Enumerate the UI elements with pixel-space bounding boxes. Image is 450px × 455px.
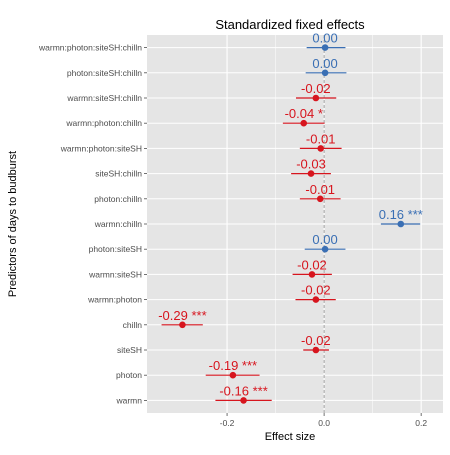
y-tick-label: photon xyxy=(116,370,142,380)
estimate-point xyxy=(316,195,324,203)
estimate-label: -0.01 xyxy=(306,131,336,146)
estimate-point xyxy=(312,94,320,102)
x-tick-label: 0.2 xyxy=(415,418,427,428)
estimate-point xyxy=(321,69,329,77)
estimate-point xyxy=(179,321,186,329)
estimate-label: -0.16 *** xyxy=(219,383,267,398)
effect-marks: 0.00 0.00 -0.02 -0.04 * -0.01 -0.03 -0.01 0.16 … xyxy=(158,31,423,404)
y-tick-label: warmn:photon:chilln xyxy=(65,118,142,128)
y-tick-label: photon:chilln xyxy=(94,194,142,204)
y-tick-label: warmn:chilln xyxy=(94,219,143,229)
estimate-label: -0.04 * xyxy=(285,106,323,121)
y-tick-label: warmn:photon:siteSH:chilln xyxy=(38,43,142,53)
y-tick-label: warmn:siteSH:chilln xyxy=(66,93,142,103)
estimate-point xyxy=(321,44,329,51)
estimate-label: -0.02 xyxy=(301,333,331,348)
y-tick-label: siteSH:chilln xyxy=(95,169,142,179)
estimate-point xyxy=(397,220,405,228)
estimate-point xyxy=(240,397,247,404)
estimate-point xyxy=(317,145,325,152)
estimate-label: -0.02 xyxy=(301,283,331,298)
x-tick-labels: -0.2 0.0 0.2 xyxy=(220,413,427,428)
estimate-label: -0.02 xyxy=(301,81,331,96)
estimate-label: 0.00 xyxy=(312,31,337,46)
estimate-point xyxy=(229,371,237,379)
chart-title: Standardized fixed effects xyxy=(215,17,365,32)
y-tick-label: warmn:photon xyxy=(87,295,142,305)
estimate-point xyxy=(312,296,320,303)
estimate-label: 0.00 xyxy=(312,56,337,71)
estimate-point xyxy=(300,119,308,127)
y-tick-label: siteSH xyxy=(117,345,142,355)
x-axis-title: Effect size xyxy=(265,431,316,443)
estimate-label: -0.29 *** xyxy=(158,308,206,323)
y-tick-label: photon:siteSH:chilln xyxy=(67,68,142,78)
y-tick-label: chilln xyxy=(123,320,143,330)
estimate-point xyxy=(308,271,316,278)
estimate-label: -0.19 *** xyxy=(209,358,257,373)
estimate-label: -0.02 xyxy=(297,257,327,272)
y-tick-labels: warmn:photon:siteSH:chilln photon:siteSH:… xyxy=(38,43,147,405)
estimate-label: -0.03 xyxy=(296,157,326,172)
estimate-label: 0.00 xyxy=(312,232,337,247)
y-tick-label: warmn:photon:siteSH xyxy=(60,143,142,153)
estimate-point xyxy=(321,245,329,253)
y-tick-label: warmn:siteSH xyxy=(88,269,142,279)
estimate-point xyxy=(312,346,320,354)
x-tick-label: 0.0 xyxy=(318,418,330,428)
estimate-label: 0.16 *** xyxy=(379,207,423,222)
estimate-label: -0.01 xyxy=(305,182,335,197)
y-axis-title: Predictors of days to budburst xyxy=(7,151,19,297)
estimate-point xyxy=(307,170,315,177)
y-tick-label: photon:siteSH xyxy=(89,244,142,254)
x-tick-label: -0.2 xyxy=(220,418,235,428)
y-tick-label: warmn xyxy=(115,395,142,405)
